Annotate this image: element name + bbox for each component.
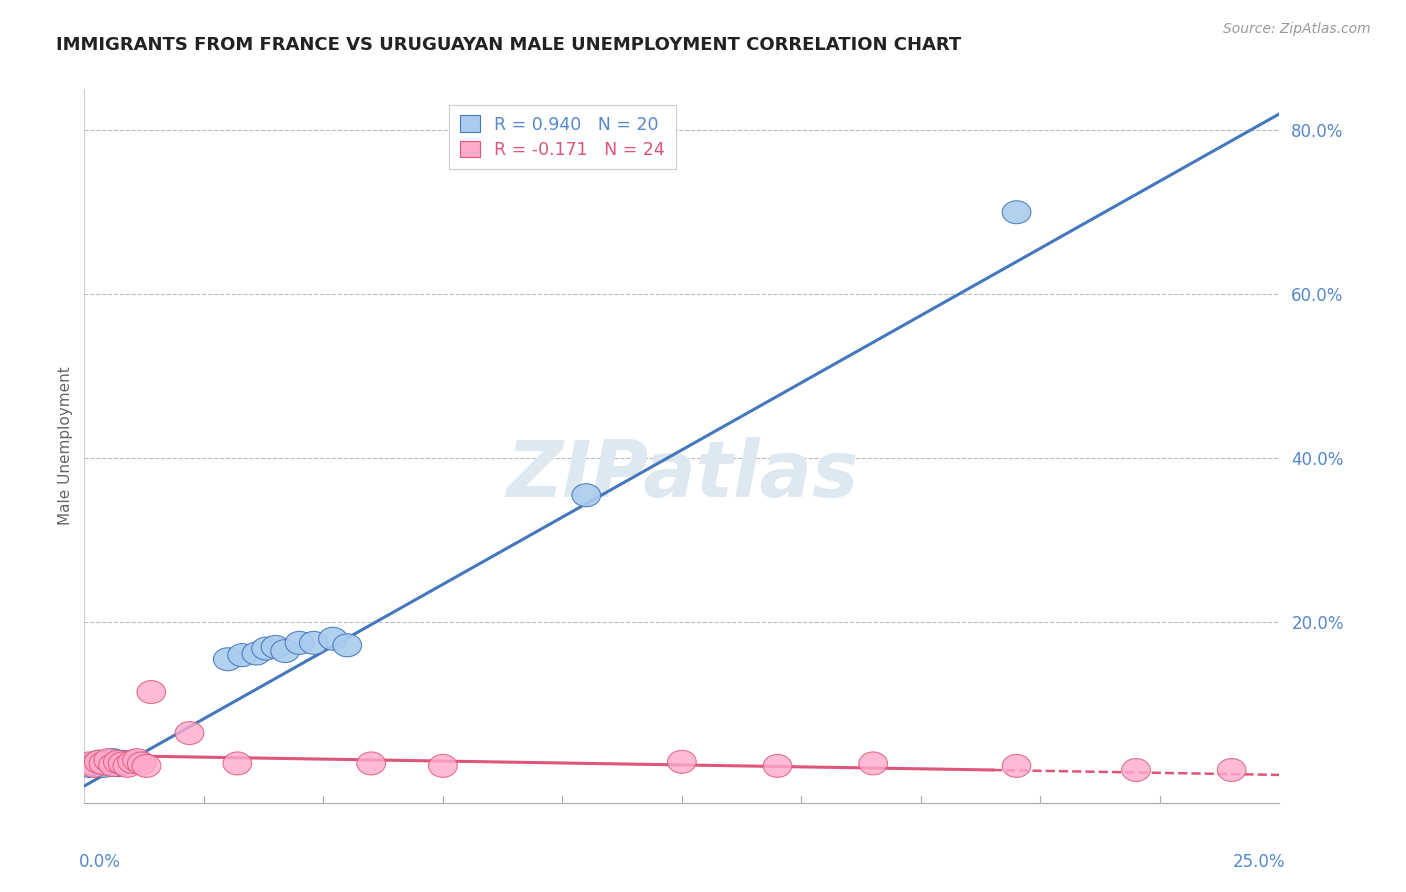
Ellipse shape — [75, 752, 104, 775]
Ellipse shape — [112, 755, 142, 777]
Ellipse shape — [429, 755, 457, 777]
Text: IMMIGRANTS FROM FRANCE VS URUGUAYAN MALE UNEMPLOYMENT CORRELATION CHART: IMMIGRANTS FROM FRANCE VS URUGUAYAN MALE… — [56, 36, 962, 54]
Ellipse shape — [84, 750, 112, 773]
Ellipse shape — [84, 750, 112, 773]
Ellipse shape — [104, 754, 132, 777]
Ellipse shape — [89, 755, 118, 777]
Ellipse shape — [98, 748, 128, 772]
Ellipse shape — [108, 752, 136, 775]
Ellipse shape — [118, 750, 146, 773]
Ellipse shape — [271, 640, 299, 663]
Ellipse shape — [285, 632, 314, 655]
Ellipse shape — [1122, 758, 1150, 781]
Ellipse shape — [252, 637, 280, 660]
Ellipse shape — [1002, 201, 1031, 224]
Ellipse shape — [214, 648, 242, 671]
Ellipse shape — [242, 642, 271, 665]
Y-axis label: Male Unemployment: Male Unemployment — [58, 367, 73, 525]
Text: 25.0%: 25.0% — [1233, 853, 1285, 871]
Ellipse shape — [136, 681, 166, 704]
Ellipse shape — [1002, 755, 1031, 777]
Ellipse shape — [319, 627, 347, 650]
Ellipse shape — [333, 634, 361, 657]
Ellipse shape — [94, 748, 122, 772]
Ellipse shape — [572, 483, 600, 507]
Ellipse shape — [176, 722, 204, 745]
Ellipse shape — [128, 752, 156, 775]
Ellipse shape — [299, 632, 328, 655]
Ellipse shape — [75, 755, 104, 777]
Ellipse shape — [94, 752, 122, 775]
Ellipse shape — [763, 755, 792, 777]
Text: ZIPatlas: ZIPatlas — [506, 436, 858, 513]
Ellipse shape — [108, 750, 136, 773]
Ellipse shape — [80, 753, 108, 776]
Ellipse shape — [89, 752, 118, 775]
Ellipse shape — [104, 750, 132, 773]
Ellipse shape — [132, 755, 160, 777]
Text: Source: ZipAtlas.com: Source: ZipAtlas.com — [1223, 22, 1371, 37]
Ellipse shape — [80, 755, 108, 777]
Ellipse shape — [1218, 758, 1246, 781]
Ellipse shape — [228, 644, 256, 666]
Text: 0.0%: 0.0% — [79, 853, 121, 871]
Legend: R = 0.940   N = 20, R = -0.171   N = 24: R = 0.940 N = 20, R = -0.171 N = 24 — [450, 105, 675, 169]
Ellipse shape — [98, 754, 128, 777]
Ellipse shape — [668, 750, 696, 773]
Ellipse shape — [262, 635, 290, 658]
Ellipse shape — [859, 752, 887, 775]
Ellipse shape — [357, 752, 385, 775]
Ellipse shape — [224, 752, 252, 775]
Ellipse shape — [122, 748, 152, 772]
